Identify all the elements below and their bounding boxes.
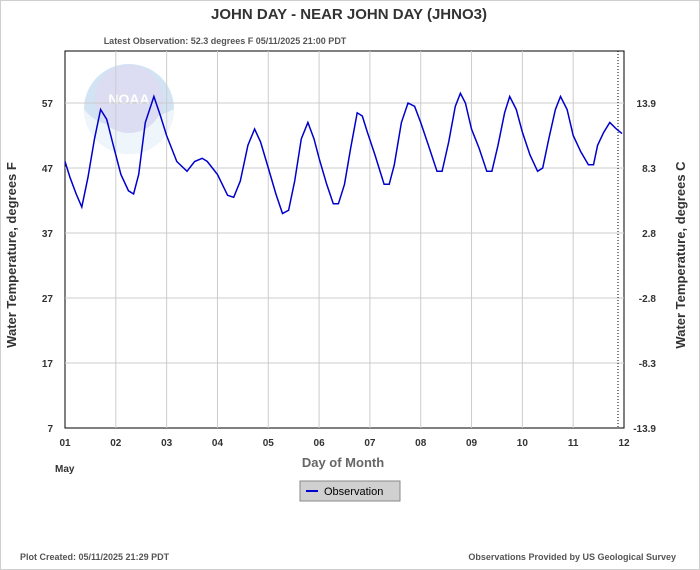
x-tick-label: 04	[212, 438, 224, 449]
data-provider: Observations Provided by US Geological S…	[468, 552, 676, 562]
x-axis-ticks: 01 02 03 04 05 06 07 08 09 10 11 12	[59, 438, 630, 449]
y-left-tick-label: 27	[42, 294, 54, 305]
y-axis-left-label: Water Temperature, degrees F	[4, 162, 19, 348]
legend: Observation	[299, 480, 401, 502]
y-left-tick-label: 7	[47, 424, 53, 435]
plot-area	[64, 50, 625, 429]
x-tick-label: 08	[415, 438, 427, 449]
x-tick-label: 02	[110, 438, 122, 449]
x-tick-label: 10	[517, 438, 529, 449]
x-axis-label: Day of Month	[302, 455, 384, 470]
noaa-logo-text: NOAA	[108, 91, 149, 107]
chart-title: JOHN DAY - NEAR JOHN DAY (JHNO3)	[211, 6, 487, 23]
x-tick-label: 07	[364, 438, 376, 449]
x-axis-sublabel: May	[55, 464, 75, 475]
x-tick-label: 06	[314, 438, 326, 449]
y-left-tick-label: 57	[42, 99, 54, 110]
y-right-tick-label: -2.8	[639, 294, 657, 305]
y-axis-right-ticks: 13.9 8.3 2.8 -2.8 -8.3 -13.9	[633, 99, 656, 435]
series-observation-line	[64, 91, 623, 215]
y-right-tick-label: 2.8	[642, 229, 656, 240]
legend-label-observation: Observation	[324, 486, 383, 498]
y-right-tick-label: -8.3	[639, 359, 657, 370]
y-axis-right-label: Water Temperature, degrees C	[673, 161, 688, 349]
y-left-tick-label: 17	[42, 359, 54, 370]
x-tick-label: 01	[59, 438, 71, 449]
y-left-tick-label: 37	[42, 229, 54, 240]
x-tick-label: 12	[618, 438, 630, 449]
plot-created: Plot Created: 05/11/2025 21:29 PDT	[20, 552, 170, 562]
vertical-gridlines	[115, 51, 574, 428]
horizontal-gridlines	[65, 102, 624, 364]
legend-box	[299, 480, 401, 502]
x-tick-label: 09	[466, 438, 478, 449]
noaa-logo: NOAA	[84, 64, 174, 154]
y-left-tick-label: 47	[42, 164, 54, 175]
y-right-tick-label: -13.9	[633, 424, 656, 435]
x-tick-label: 11	[568, 438, 579, 449]
y-right-tick-label: 8.3	[642, 164, 656, 175]
y-axis-left-ticks: 57 47 37 27 17 7	[42, 99, 54, 435]
latest-observation: Latest Observation: 52.3 degrees F 05/11…	[104, 36, 347, 46]
x-tick-label: 05	[263, 438, 275, 449]
x-tick-label: 03	[161, 438, 173, 449]
y-right-tick-label: 13.9	[637, 99, 657, 110]
